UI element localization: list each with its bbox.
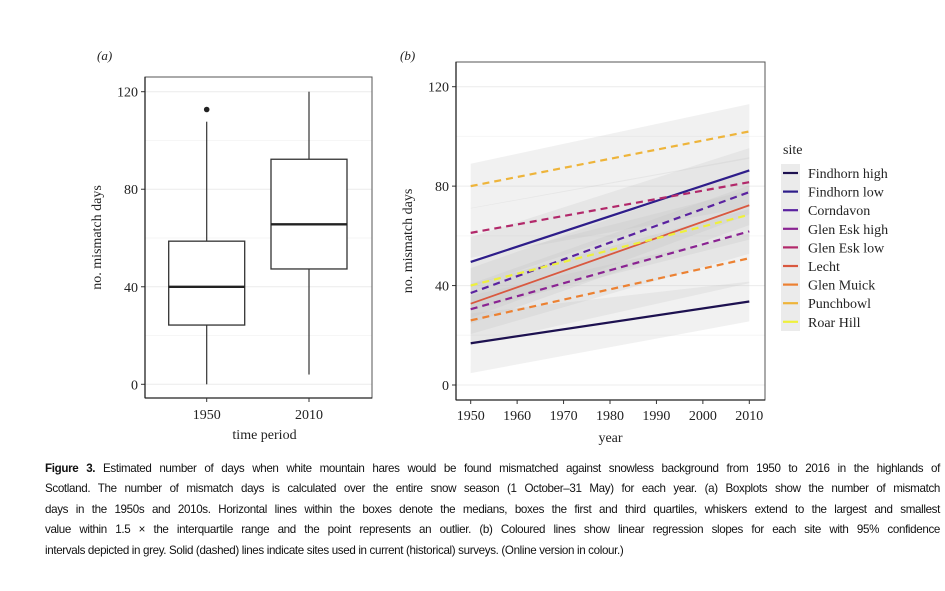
confidence-band <box>470 148 750 287</box>
confidence-band <box>470 233 750 346</box>
caption-line-4: value within 1.5 × the interquartile ran… <box>45 523 940 537</box>
confidence-band <box>470 157 750 258</box>
y-axis-title-a: no. mismatch days <box>90 185 105 290</box>
caption-line-2: Scotland. The number of mismatch days is… <box>45 482 940 496</box>
xtick-label-b: 2000 <box>689 409 717 424</box>
regression-line-lecht <box>470 204 750 305</box>
ytick-label-b: 40 <box>435 280 449 295</box>
ytick-label-a: 120 <box>117 86 138 101</box>
ytick-label-a: 0 <box>131 378 138 393</box>
confidence-band <box>470 169 750 318</box>
legend-label: Corndavon <box>808 204 870 219</box>
xtick-label-a: 1950 <box>193 408 221 423</box>
legend-label: Findhorn low <box>808 186 885 201</box>
box-1950 <box>168 240 246 326</box>
x-axis-title-b: year <box>598 431 622 446</box>
y-axis-title-b: no. mismatch days <box>401 189 416 294</box>
xtick-label-a: 2010 <box>295 408 323 423</box>
ytick-label-a: 40 <box>124 281 138 296</box>
legend-label: Punchbowl <box>808 297 871 312</box>
xtick-label-b: 1960 <box>503 409 531 424</box>
regression-line-corndavon <box>470 191 750 295</box>
ytick-label-b: 0 <box>442 379 449 394</box>
legend-label: Glen Esk high <box>808 223 888 238</box>
xtick-label-b: 1990 <box>642 409 670 424</box>
figure: (a) 0 40 80 120 1950 2010 time period no. mismat… <box>90 48 888 446</box>
legend-label: Roar Hill <box>808 316 861 331</box>
panel-label-a: (a) <box>97 48 112 63</box>
caption-line-1: Figure 3. Estimated number of days when … <box>45 462 940 475</box>
confidence-band <box>470 209 750 335</box>
legend-title: site <box>783 143 802 158</box>
x-axis-title-a: time period <box>232 428 296 443</box>
legend-label: Glen Esk low <box>808 241 885 256</box>
caption-label: Figure 3. <box>45 462 96 475</box>
xtick-label-b: 1950 <box>457 409 485 424</box>
confidence-band <box>470 104 750 209</box>
legend-label: Findhorn high <box>808 167 888 182</box>
legend-label: Glen Muick <box>808 279 875 294</box>
regression-line-glen-esk-high <box>470 230 750 311</box>
ytick-label-a: 80 <box>124 183 138 198</box>
ytick-label-b: 120 <box>428 81 449 96</box>
xtick-label-b: 1970 <box>550 409 578 424</box>
ytick-label-b: 80 <box>435 180 449 195</box>
xtick-label-b: 1980 <box>596 409 624 424</box>
panel-label-b: (b) <box>400 48 415 63</box>
caption-line-5: intervals depicted in grey. Solid (dashe… <box>45 543 624 557</box>
regression-line-findhorn-low <box>470 169 750 263</box>
outlier-point <box>203 106 210 113</box>
confidence-band <box>470 281 750 374</box>
box-2010 <box>270 158 348 270</box>
caption-line-3: days in the 1950s and 2010s. Horizontal … <box>45 502 940 516</box>
confidence-band <box>470 189 750 311</box>
xtick-label-b: 2010 <box>735 409 763 424</box>
regression-line-findhorn-high <box>470 300 750 345</box>
legend-label: Lecht <box>808 260 840 275</box>
figure-caption: Figure 3. Estimated number of days when … <box>45 459 940 561</box>
